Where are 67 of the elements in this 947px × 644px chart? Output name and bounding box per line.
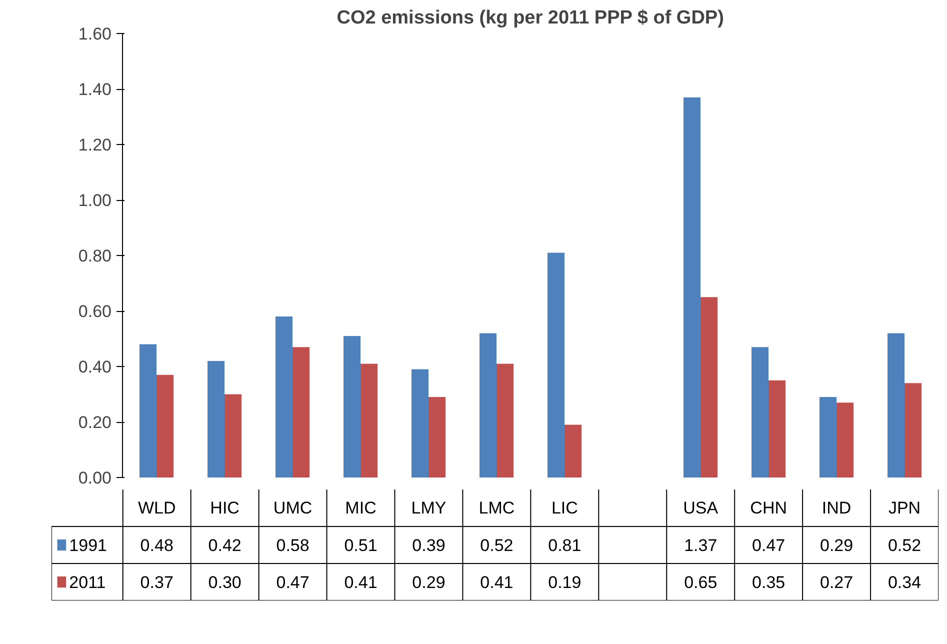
data-label: 0.52	[888, 536, 922, 555]
bar	[428, 397, 446, 478]
data-label: 0.48	[140, 536, 174, 555]
x-tick-label: LMY	[411, 498, 446, 518]
x-tick-label: JPN	[888, 498, 921, 518]
x-tick-label: IND	[822, 498, 852, 518]
x-tick-label: UMC	[273, 498, 312, 518]
bar	[684, 97, 700, 478]
data-label: 0.35	[752, 573, 786, 592]
bar	[156, 374, 174, 478]
y-tick-label: 0.00	[78, 468, 112, 488]
bar	[836, 402, 854, 478]
y-tick-label: 0.40	[78, 358, 112, 376]
x-tick-label: HIC	[210, 498, 240, 518]
x-tick-label: MIC	[345, 498, 376, 518]
bar	[292, 347, 310, 478]
data-label: 0.52	[480, 536, 514, 555]
data-label: 0.51	[344, 536, 378, 555]
y-tick-label: 1.60	[78, 24, 112, 44]
y-tick-label: 1.00	[78, 191, 112, 210]
data-label: 0.65	[684, 573, 718, 592]
bar	[820, 397, 836, 478]
legend-label: 2011	[69, 573, 106, 592]
data-label: 0.42	[208, 536, 242, 555]
bar	[208, 360, 224, 478]
data-label: 0.37	[140, 573, 174, 592]
bar	[700, 297, 718, 478]
bar	[548, 252, 564, 478]
bar	[412, 369, 428, 478]
x-tick-label: LMC	[478, 498, 515, 518]
bar	[904, 383, 922, 478]
chart-title: CO2 emissions (kg per 2011 PPP $ of GDP)	[336, 8, 724, 28]
data-label: 0.39	[412, 536, 446, 555]
bar	[360, 364, 378, 478]
bar	[140, 344, 156, 478]
data-label: 0.58	[276, 536, 310, 555]
data-label: 1.37	[684, 536, 718, 555]
bar	[888, 333, 904, 478]
x-tick-label: CHN	[750, 498, 788, 518]
y-tick-label: 0.80	[78, 246, 112, 266]
bar	[564, 424, 582, 478]
data-label: 0.29	[820, 536, 854, 555]
x-tick-label: USA	[683, 498, 719, 518]
data-label: 0.27	[820, 573, 854, 592]
data-label: 0.81	[548, 536, 582, 555]
x-tick-label: LIC	[551, 498, 578, 518]
data-label: 0.29	[412, 573, 446, 592]
bar	[480, 333, 496, 478]
data-label: 0.41	[480, 573, 514, 592]
y-tick-label: 1.40	[78, 80, 112, 99]
data-label: 0.47	[752, 536, 786, 555]
y-tick-label: 0.20	[78, 413, 112, 432]
bar	[276, 316, 292, 478]
data-label: 0.34	[888, 573, 922, 592]
bar	[224, 394, 242, 478]
data-label: 0.19	[548, 573, 582, 592]
data-label: 0.30	[208, 573, 242, 592]
data-label: 0.41	[344, 573, 378, 592]
bar	[768, 380, 786, 478]
bar	[752, 347, 768, 478]
y-tick-label: 1.20	[78, 136, 112, 154]
legend-label: 1991	[69, 536, 107, 555]
data-label: 0.47	[276, 573, 310, 592]
bar	[496, 364, 514, 478]
y-tick-label: 0.60	[78, 302, 112, 321]
x-tick-label: WLD	[138, 498, 176, 518]
bar	[344, 336, 360, 478]
